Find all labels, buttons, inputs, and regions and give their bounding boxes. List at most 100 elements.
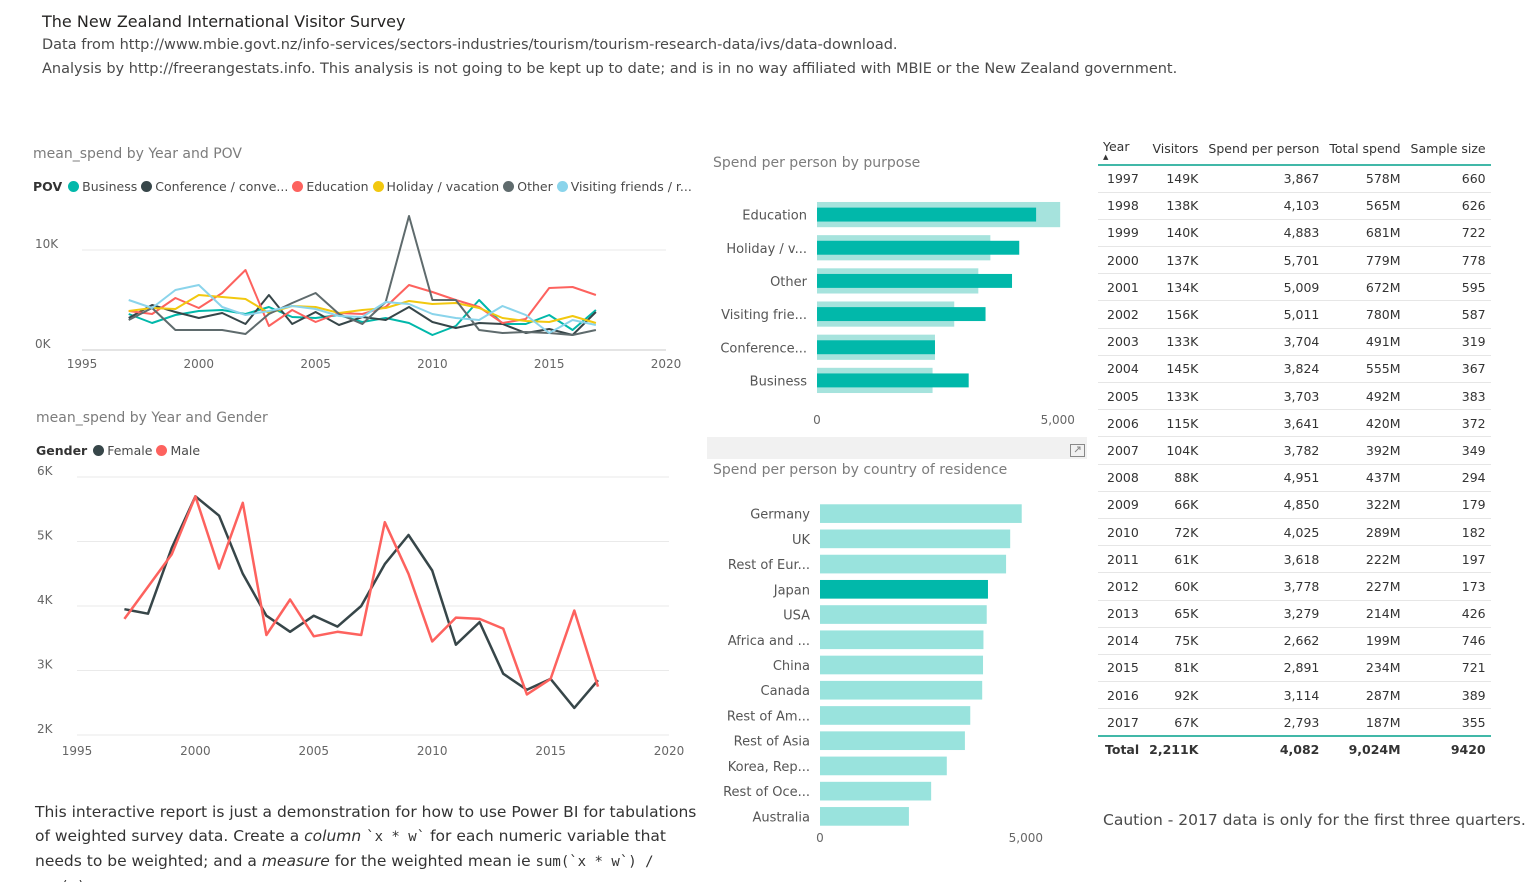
series-line-other[interactable] — [128, 215, 597, 336]
gender-legend-item[interactable]: Female — [93, 443, 152, 458]
table-row[interactable]: 2010 72K 4,025 289M 182 — [1098, 518, 1491, 547]
x-tick-label: 2015 — [535, 744, 566, 758]
bar[interactable] — [817, 340, 935, 355]
pov-legend-item[interactable]: Conference / conve... — [141, 179, 288, 194]
table-cell: 1999 — [1098, 219, 1145, 248]
table-row[interactable]: 2016 92K 3,114 287M 389 — [1098, 681, 1491, 710]
table-row[interactable]: 2000 137K 5,701 779M 778 — [1098, 246, 1491, 275]
table-cell: 137K — [1144, 246, 1204, 275]
purpose-bar-chart[interactable]: Education Holiday / v... Other Visiting fri… — [708, 190, 1088, 435]
category-label: Germany — [750, 508, 810, 523]
expand-icon[interactable] — [1070, 442, 1085, 461]
category-label: China — [773, 659, 810, 674]
bar[interactable] — [820, 605, 987, 624]
column-header-visitors[interactable]: Visitors — [1144, 132, 1204, 166]
table-row[interactable]: 2003 133K 3,704 491M 319 — [1098, 328, 1491, 356]
x-tick-label: 2020 — [651, 357, 682, 371]
x-tick-label: 1995 — [67, 357, 98, 371]
bar[interactable] — [820, 529, 1011, 549]
bar-highlighted[interactable] — [820, 579, 988, 599]
table-cell: 722 — [1405, 219, 1491, 248]
series-line-visiting-friends-r[interactable] — [128, 284, 597, 334]
table-cell: 355 — [1405, 708, 1491, 737]
table-row[interactable]: 2017 67K 2,793 187M 355 — [1098, 708, 1491, 737]
table-row[interactable]: 1999 140K 4,883 681M 722 — [1098, 219, 1491, 248]
table-cell: 595 — [1405, 273, 1491, 302]
table-cell: 289M — [1324, 518, 1406, 547]
column-header-year[interactable]: Year ▲ — [1098, 132, 1145, 166]
table-row[interactable]: 2006 115K 3,641 420M 372 — [1098, 409, 1491, 438]
bar[interactable] — [820, 706, 971, 725]
series-line-business[interactable] — [128, 299, 597, 336]
bar[interactable] — [817, 273, 1013, 288]
bar[interactable] — [820, 731, 965, 751]
table-row[interactable]: 2013 65K 3,279 214M 426 — [1098, 600, 1491, 628]
table-cell: 2012 — [1098, 572, 1145, 601]
table-row[interactable]: 2011 61K 3,618 222M 197 — [1098, 545, 1491, 574]
table-cell: 294 — [1405, 464, 1491, 492]
category-label: Africa and ... — [728, 634, 810, 649]
pov-legend-item[interactable]: Other — [503, 179, 553, 194]
gender-line-chart[interactable]: 2K 3K 4K 5K 6K 1995 2000 2005 2010 2015 2020 — [25, 465, 700, 765]
category-label: Rest of Eur... — [728, 558, 810, 573]
table-cell: 578M — [1324, 165, 1406, 193]
table-row[interactable]: 2007 104K 3,782 392M 349 — [1098, 436, 1491, 465]
bar[interactable] — [820, 680, 983, 700]
pov-line-chart[interactable]: 0K 10K 1995 2000 2005 2010 2015 2020 — [25, 200, 700, 380]
bar[interactable] — [817, 307, 986, 322]
table-row[interactable]: 2012 60K 3,778 227M 173 — [1098, 572, 1491, 601]
table-row[interactable]: 2004 145K 3,824 555M 367 — [1098, 355, 1491, 384]
pov-legend-item[interactable]: Education — [292, 179, 369, 194]
table-cell: 372 — [1405, 409, 1491, 438]
pov-legend-item[interactable]: Visiting friends / r... — [556, 179, 692, 194]
bar[interactable] — [820, 630, 984, 650]
table-cell: 140K — [1144, 219, 1204, 248]
series-line-male[interactable] — [123, 495, 600, 696]
legend-label: Female — [107, 443, 153, 458]
category-label: Holiday / v... — [726, 242, 807, 257]
bar[interactable] — [817, 373, 969, 388]
pov-legend-item[interactable]: Holiday / vacation — [372, 179, 499, 194]
bar[interactable] — [820, 756, 947, 776]
category-label: Japan — [773, 583, 810, 598]
table-cell: 721 — [1405, 654, 1491, 683]
table-cell: 2007 — [1098, 436, 1145, 465]
table-cell: 2001 — [1098, 273, 1145, 302]
table-row[interactable]: 2002 156K 5,011 780M 587 — [1098, 300, 1491, 329]
table-row[interactable]: 2015 81K 2,891 234M 721 — [1098, 654, 1491, 683]
legend-dot-icon — [93, 445, 105, 456]
bar[interactable] — [820, 554, 1007, 574]
x-tick-label: 2010 — [417, 744, 448, 758]
table-cell: 565M — [1324, 192, 1406, 220]
table-cell: 383 — [1405, 382, 1491, 411]
bar[interactable] — [820, 807, 909, 826]
table-cell: 392M — [1324, 436, 1406, 465]
bar[interactable] — [817, 207, 1037, 222]
gender-legend-item[interactable]: Male — [156, 443, 200, 458]
column-header-sample-size[interactable]: Sample size — [1405, 132, 1491, 166]
bar[interactable] — [820, 655, 984, 675]
series-line-holiday-vacation[interactable] — [128, 294, 597, 324]
column-header-spend-per-person[interactable]: Spend per person — [1203, 132, 1325, 166]
pov-legend-item[interactable]: Business — [68, 179, 137, 194]
category-label: Visiting frie... — [721, 308, 807, 323]
column-header-total-spend[interactable]: Total spend — [1324, 132, 1406, 166]
bar[interactable] — [817, 240, 1020, 255]
table-row[interactable]: 2008 88K 4,951 437M 294 — [1098, 464, 1491, 492]
x-tick-label: 2000 — [180, 744, 211, 758]
category-label: Rest of Asia — [734, 735, 810, 750]
table-cell: 681M — [1324, 219, 1406, 248]
table-row[interactable]: 1998 138K 4,103 565M 626 — [1098, 192, 1491, 220]
table-row[interactable]: 2001 134K 5,009 672M 595 — [1098, 273, 1491, 302]
table-row[interactable]: 1997 149K 3,867 578M 660 — [1098, 165, 1491, 193]
table-row[interactable]: 2014 75K 2,662 199M 746 — [1098, 627, 1491, 655]
table-cell: 2017 — [1098, 708, 1145, 737]
bar[interactable] — [820, 504, 1022, 523]
table-row[interactable]: 2009 66K 4,850 322M 179 — [1098, 491, 1491, 519]
country-bar-chart[interactable]: Germany UK Rest of Eur... Japan USA Africa an… — [708, 495, 1088, 850]
bar[interactable] — [820, 781, 932, 801]
table-row[interactable]: 2005 133K 3,703 492M 383 — [1098, 382, 1491, 411]
table-cell: 2005 — [1098, 382, 1145, 411]
series-line-female[interactable] — [124, 495, 599, 710]
table-cell: 420M — [1324, 409, 1406, 438]
